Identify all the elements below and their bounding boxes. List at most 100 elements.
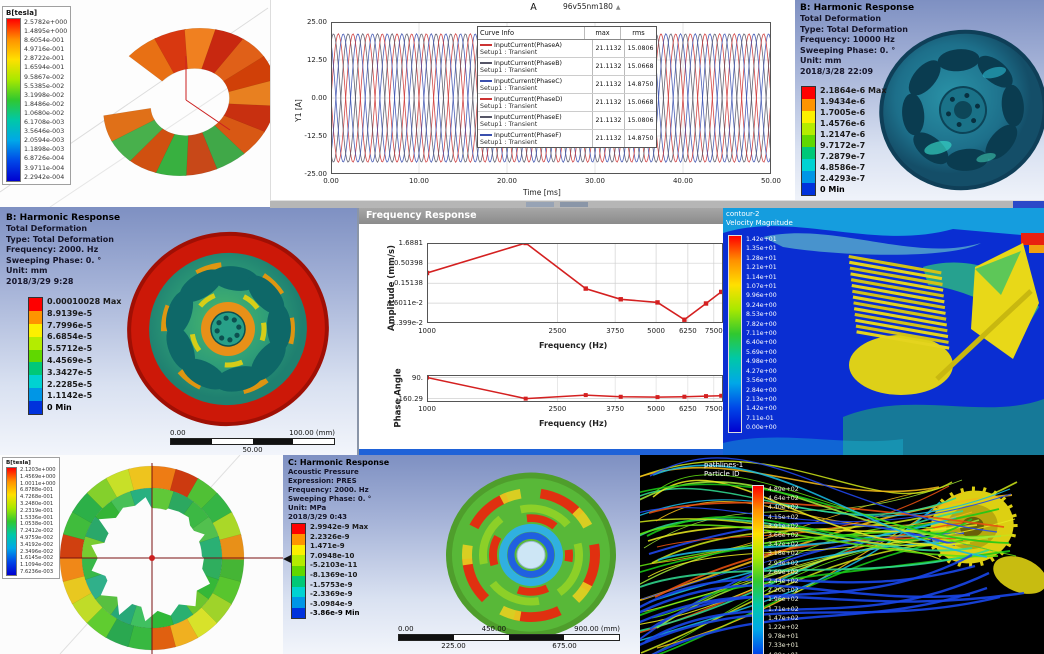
deformation-legend: 0.00010028 Max 8.9139e-5 7.7996e-5 6.6854e-…: [28, 297, 121, 415]
curve-setup: Setup1 : Transient: [480, 120, 538, 128]
streamlines: [640, 457, 1025, 654]
legend-value: 9.96e+00: [746, 292, 777, 300]
analysis-line: 2018/3/29 9:28: [6, 276, 74, 286]
curve-name: InputCurrent(PhaseD): [494, 95, 563, 103]
legend-value: 3.56e+00: [746, 377, 777, 385]
legend-colorbar: [6, 18, 21, 182]
legend-value: 8.9139e-5: [47, 308, 93, 318]
velocity-contour-view: [723, 207, 1044, 455]
contour-band: [723, 437, 903, 455]
curve-name-cell: InputCurrent(PhaseE) Setup1 : Transient: [478, 112, 593, 129]
legend-value: 1.07e+01: [746, 283, 777, 291]
analysis-line: Total Deformation: [6, 224, 88, 233]
contour-band: [723, 207, 1044, 237]
legend-value: 4.15e+02: [768, 513, 799, 521]
legend-value: 3.42e+02: [768, 541, 799, 549]
velocity-legend: 1.42e+01 1.35e+01 1.28e+01 1.21e+01 1.14e+01…: [728, 235, 777, 433]
curve-info-row: InputCurrent(PhaseF) Setup1 : Transient …: [478, 130, 656, 147]
legend-value: 0 Min: [820, 185, 845, 194]
legend-value: 2.4293e-7: [820, 174, 866, 183]
curve-max: 21.1132: [593, 76, 625, 93]
legend-value: 2.8722e-001: [24, 55, 65, 63]
curve-color-swatch: [480, 97, 492, 100]
legend-value: -3.86e-9 Min: [310, 609, 360, 618]
legend-value: 2.3496e-002: [20, 548, 54, 555]
curve-info-col: Curve Info: [478, 27, 585, 39]
legend-value: 1.4569e+000: [20, 473, 56, 480]
legend-value: 5.5385e-002: [24, 82, 65, 90]
legend-value: 1.0680e-002: [24, 109, 65, 117]
analysis-info: B: Harmonic Response Total Deformation Ty…: [6, 212, 120, 287]
legend-value: 3.1998e-002: [24, 91, 65, 99]
panel-acoustic-pressure: C: Harmonic Response Acoustic Pressure Ex…: [283, 455, 640, 654]
curve-max: 21.1132: [593, 130, 625, 147]
analysis-line: Expression: PRES: [288, 477, 357, 485]
legend-values: 2.5782e+000 1.4895e+000 8.6054e-001 4.9716e…: [24, 18, 67, 182]
analysis-line: Type: Total Deformation: [800, 24, 908, 34]
curve-setup: Setup1 : Transient: [480, 138, 538, 146]
legend-colorbar: [28, 297, 43, 415]
legend-value: 4.40e+02: [768, 504, 799, 512]
legend-value: -2.3369e-9: [310, 590, 353, 599]
legend-value: 4.64e+02: [768, 495, 799, 503]
legend-colorbar: [291, 523, 306, 619]
legend-value: 3.3427e-5: [47, 367, 93, 377]
curve-rms: 14.8750: [627, 135, 654, 142]
axis-x: [185, 99, 231, 131]
gear-body: [849, 335, 953, 395]
analysis-line: Acoustic Pressure: [288, 468, 359, 476]
wheel-2000hz-view: [127, 231, 329, 427]
curve-rms: 14.8750: [627, 81, 654, 88]
curve-max: 21.1132: [593, 58, 625, 75]
curve-name-cell: InputCurrent(PhaseF) Setup1 : Transient: [478, 130, 593, 147]
legend-value: 1.21e+01: [746, 264, 777, 272]
legend-values: 1.42e+01 1.35e+01 1.28e+01 1.21e+01 1.14e+01…: [746, 235, 777, 433]
contour-name: contour-2: [726, 210, 760, 218]
legend-value: 7.0948e-10: [310, 551, 355, 560]
curve-info-row: InputCurrent(PhaseE) Setup1 : Transient …: [478, 112, 656, 130]
analysis-line: Unit: MPa: [288, 504, 327, 512]
taskbar-button[interactable]: [560, 202, 588, 207]
curve-info-header: Curve Info max rms: [478, 27, 656, 40]
legend-value: 1.1898e-003: [24, 146, 65, 154]
field-legend: B[tesla] 2.1203e+000 1.4569e+000 1.0011e+0…: [2, 457, 60, 579]
legend-value: -8.1369e-10: [310, 570, 358, 579]
scale-mid-top: 450.00: [481, 625, 507, 633]
legend-value: 4.9716e-001: [24, 46, 65, 54]
legend-value: 1.42e+01: [746, 236, 777, 243]
legend-value: 7.33e+01: [768, 642, 799, 650]
legend-value: 9.78e+01: [768, 633, 799, 641]
legend-value: 4.98e+00: [746, 358, 777, 366]
legend-value: 7.6236e-003: [20, 568, 54, 575]
legend-title: B[tesla]: [6, 9, 38, 17]
panel-harmonic-10000hz: B: Harmonic Response Total Deformation Ty…: [795, 0, 1044, 207]
curve-color-swatch: [480, 115, 492, 118]
legend-value: 1.28e+01: [746, 254, 777, 262]
particle-id-legend: 4.89e+02 4.64e+02 4.40e+02 4.15e+02 3.91e+02…: [752, 485, 799, 654]
phase-axis-label: Phase Angle: [393, 368, 404, 428]
analysis-title: B: Harmonic Response: [800, 3, 915, 13]
scale-bar: [398, 634, 620, 641]
curve-color-swatch: [480, 61, 492, 64]
curve-rms: 15.0806: [627, 117, 654, 124]
pathlines-name: pathlines-1: [704, 461, 744, 469]
legend-value: 3.9711e-004: [24, 164, 65, 172]
legend-value: 7.11e-01: [746, 414, 774, 422]
legend-value: 2.93e+02: [768, 559, 799, 567]
wheel-10000hz-view: [879, 29, 1044, 191]
curve-max: 21.1132: [593, 112, 625, 129]
analysis-line: Sweeping Phase: 0. °: [6, 255, 102, 265]
curve-name-cell: InputCurrent(PhaseD) Setup1 : Transient: [478, 94, 593, 111]
legend-value: 3.5646e-003: [24, 128, 65, 136]
legend-value: 1.14e+01: [746, 273, 777, 281]
analysis-title: B: Harmonic Response: [6, 213, 121, 223]
taskbar-button[interactable]: [526, 202, 554, 207]
legend-value: 1.0011e+000: [20, 480, 56, 487]
curve-color-swatch: [480, 43, 492, 46]
legend-values: 0.00010028 Max 8.9139e-5 7.7996e-5 6.6854e-…: [47, 297, 121, 415]
window-titlebar[interactable]: Frequency Response: [359, 207, 725, 224]
x-axis-label: Time [ms]: [523, 188, 561, 197]
analysis-line: 2018/3/28 22:09: [800, 66, 874, 76]
legend-value: 1.47e+02: [768, 614, 799, 622]
panel-velocity-contour: contour-2 Velocity Magnitude 1.42e+01 1.3…: [723, 207, 1044, 455]
